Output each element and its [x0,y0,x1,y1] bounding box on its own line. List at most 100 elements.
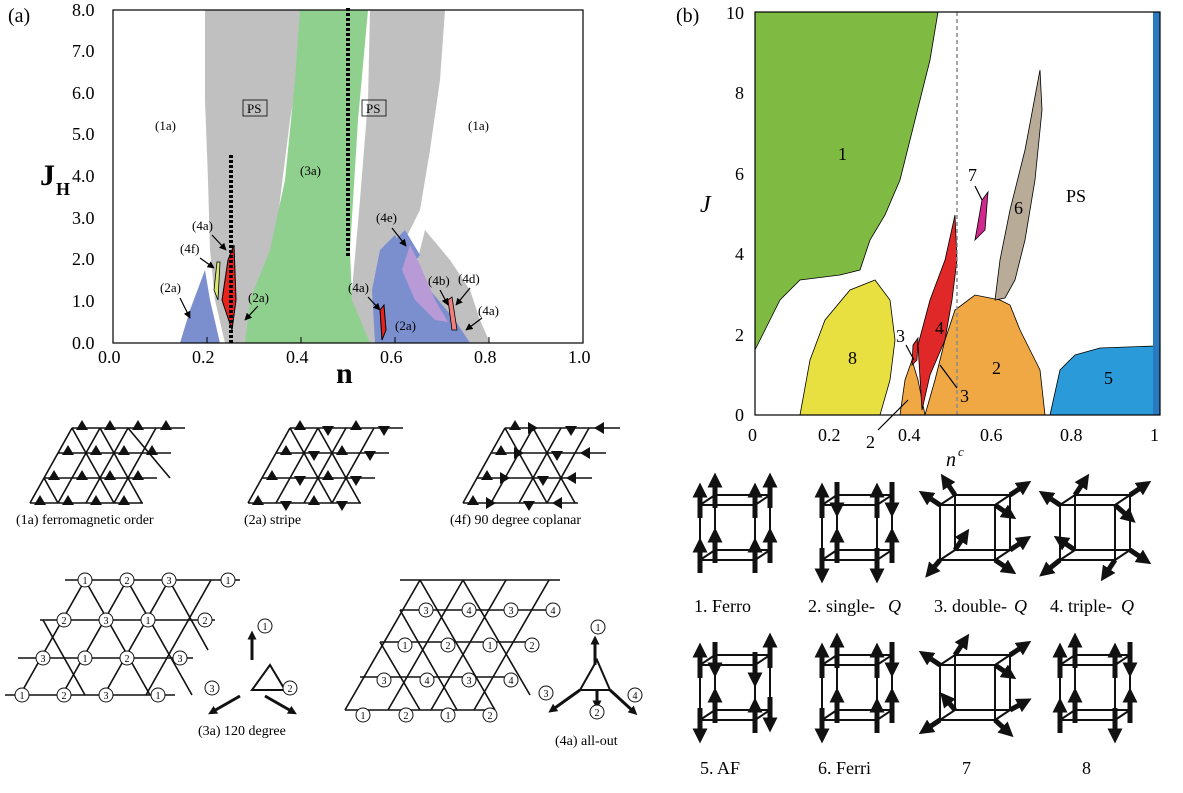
s4-1-3: 2 [530,641,535,652]
tet-label-1: 1 [596,623,601,634]
deg120-caption: (3a) 120 degree [198,724,286,739]
panel-b-y-ticks: 0 2 4 6 8 10 [726,3,744,425]
cube-7 [939,654,1011,721]
panel-b-phase-diagram: (b) 0 0.2 0.4 0.6 0.8 1 0 2 4 6 8 10 J [676,3,1161,471]
a-label-4a-right: (4a) [478,303,499,318]
a-label-1a-right: (1a) [468,118,489,133]
s3-1-3: 2 [203,616,208,627]
cube-double-q [939,494,1011,561]
s3-0-0: 1 [83,576,88,587]
s3-3-3: 1 [156,691,161,702]
s3-2-2: 2 [125,654,130,665]
s4-2-3: 4 [509,676,514,687]
a-label-2a-mid: (2a) [248,290,269,305]
panel-a-frame [112,9,584,344]
tri-label-2: 2 [288,684,293,695]
tet-label-2: 2 [595,708,600,719]
cube-ferro [699,494,771,561]
panel-a-phase-diagram: (a) 0.0 0.2 0.4 0.6 [8,0,591,390]
a-xtick-1: 0.2 [192,347,215,367]
s4-1-0: 1 [403,641,408,652]
panel-a-x-ticks: 0.0 0.2 0.4 0.6 0.8 1.0 [98,337,591,367]
b-label-3b: 3 [960,386,969,406]
lattice-illustrations [29,427,620,504]
s4-3-2: 1 [446,711,451,722]
b-label-1: 1 [838,144,847,164]
s4-3-0: 1 [361,711,366,722]
a-ytick-4: 4.0 [72,166,95,186]
b-label-3: 3 [896,326,905,346]
b-ylabel: J [700,192,712,218]
b-xlabel-sup: c [958,444,964,459]
cube-caption-6: 6. Ferri [818,758,871,778]
a-ytick-2: 2.0 [72,249,95,269]
region-6-brown [994,69,1043,301]
a-ytick-6: 6.0 [72,83,95,103]
s4-2-1: 4 [425,676,430,687]
b-xtick-3: 0.6 [980,425,1003,445]
b-xtick-4: 0.8 [1060,425,1083,445]
a-label-4d: (4d) [458,271,480,286]
cube-single-q [821,494,893,561]
s3-0-1: 2 [125,576,130,587]
b-ytick-5: 10 [726,3,744,23]
cube-caption-8: 8 [1082,758,1091,778]
panel-a-y-ticks: 0.0 1.0 2.0 3.0 4.0 5.0 6.0 7.0 8.0 [72,0,95,353]
b-label-8: 8 [848,348,857,368]
s3-3-0: 1 [20,691,25,702]
s3-2-0: 3 [41,654,46,665]
a-label-ps-right: PS [366,101,380,116]
cube-caption-2-q: Q [888,596,901,616]
a-ylabel: J [40,159,55,192]
b-label-2b: 2 [866,432,875,452]
b-label-7: 7 [968,165,977,185]
green-3a-region [245,10,370,343]
s3-1-0: 2 [62,616,67,627]
region-8-yellow [799,279,896,416]
cube-ferri [821,654,893,721]
s3-1-1: 3 [104,616,109,627]
s3-1-2: 1 [146,616,151,627]
triangle-120-diagram: 1 2 3 [204,618,298,715]
cube-caption-3: 3. double- [934,596,1007,616]
a-label-4b: (4b) [428,273,450,288]
b-ytick-4: 8 [735,83,744,103]
a-xtick-0: 0.0 [98,347,121,367]
b-label-6: 6 [1014,198,1023,218]
s4-0-1: 4 [467,606,472,617]
panel-a-tag: (a) [8,5,30,27]
a-label-4a-top: (4a) [192,218,213,233]
s4-0-2: 3 [509,606,514,617]
s4-1-1: 2 [446,641,451,652]
b-xtick-1: 0.2 [818,425,841,445]
panel-b-frame [754,11,1161,416]
spin-arrows [34,420,604,511]
region-1-green [754,11,939,351]
purple-4e [402,245,448,322]
a-ytick-7: 7.0 [72,41,95,61]
tet-label-3: 3 [544,689,549,700]
region-5-blue [1049,345,1156,416]
coplanar-caption: (4f) 90 degree coplanar [450,513,581,528]
region-3-small [911,336,919,367]
a-label-2a-right: (2a) [395,318,416,333]
region-4-red [917,214,958,411]
b-label-4: 4 [935,318,944,338]
s3-3-1: 2 [62,691,67,702]
a-ytick-0: 0.0 [72,333,95,353]
red-4a-mid [379,303,387,341]
tri-label-3: 3 [210,684,215,695]
a-xtick-3: 0.6 [380,347,403,367]
four-sublattice-lattice [344,579,560,711]
cube-caption-4-q: Q [1121,596,1134,616]
a-label-4f: (4f) [180,241,200,256]
b-xtick-5: 1 [1150,425,1159,445]
s3-3-2: 3 [104,691,109,702]
cube-caption-7: 7 [962,758,971,778]
a-xtick-4: 0.8 [474,347,497,367]
a-xlabel: n [336,357,353,390]
a-label-ps-left: PS [247,101,261,116]
b-label-5: 5 [1104,368,1113,388]
allout-caption: (4a) all-out [555,734,618,749]
fm-caption: (1a) ferromagnetic order [16,513,154,528]
